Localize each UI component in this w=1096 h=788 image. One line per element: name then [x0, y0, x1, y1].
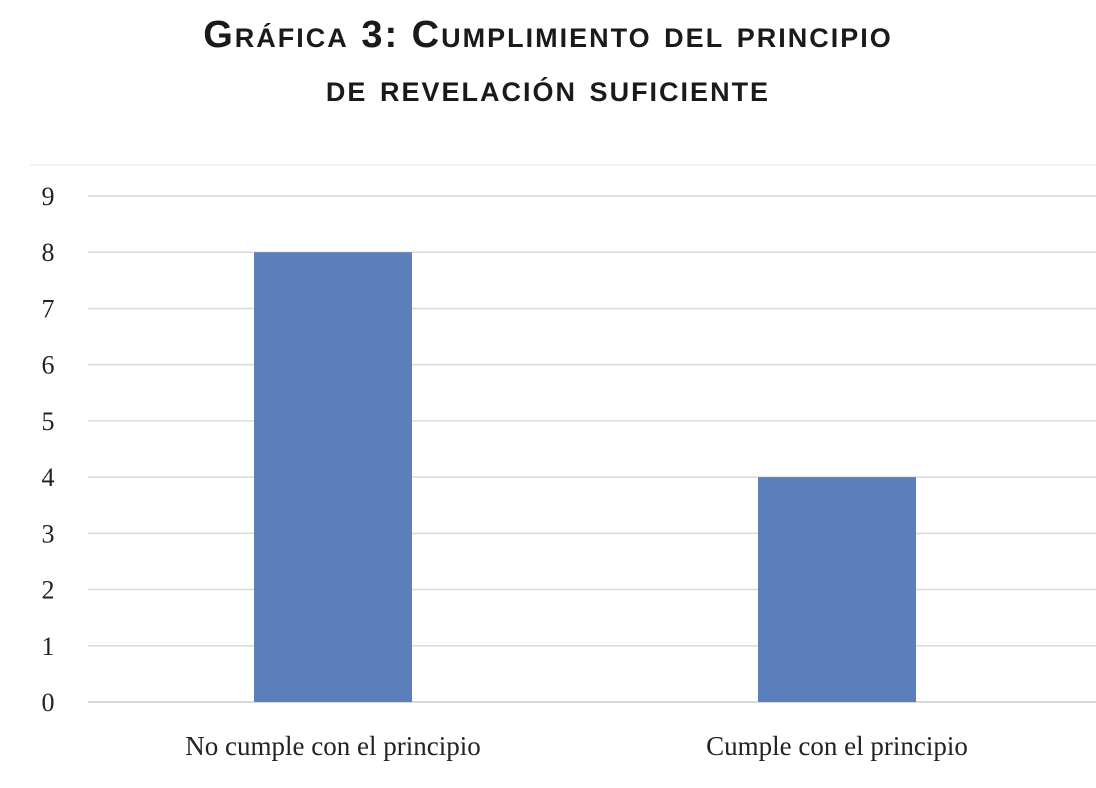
y-tick-label: 1: [42, 632, 55, 661]
y-tick-label: 4: [42, 463, 55, 492]
chart-title-line-2: de revelación suficiente: [325, 68, 771, 110]
y-tick-label: 7: [42, 294, 55, 323]
y-tick-label: 6: [42, 351, 55, 380]
y-tick-label: 8: [42, 238, 55, 267]
y-tick-label: 5: [42, 407, 55, 436]
x-category-label: Cumple con el principio: [706, 731, 968, 761]
x-category-label: No cumple con el principio: [185, 731, 480, 761]
bar: [758, 477, 916, 702]
y-tick-label: 3: [42, 519, 55, 548]
bars: [254, 252, 916, 702]
x-axis-categories: No cumple con el principio Cumple con el …: [185, 731, 968, 761]
gridlines: [30, 164, 1096, 703]
y-tick-label: 9: [42, 182, 55, 211]
bar: [254, 252, 412, 702]
y-axis-ticks: 0 1 2 3 4 5 6 7 8 9: [42, 182, 55, 717]
y-tick-label: 2: [42, 576, 55, 605]
chart-title: Gráfica 3: Cumplimiento del principio de…: [0, 8, 1096, 116]
chart-title-line-1: Gráfica 3: Cumplimiento del principio: [203, 14, 893, 56]
y-tick-label: 0: [42, 688, 55, 717]
